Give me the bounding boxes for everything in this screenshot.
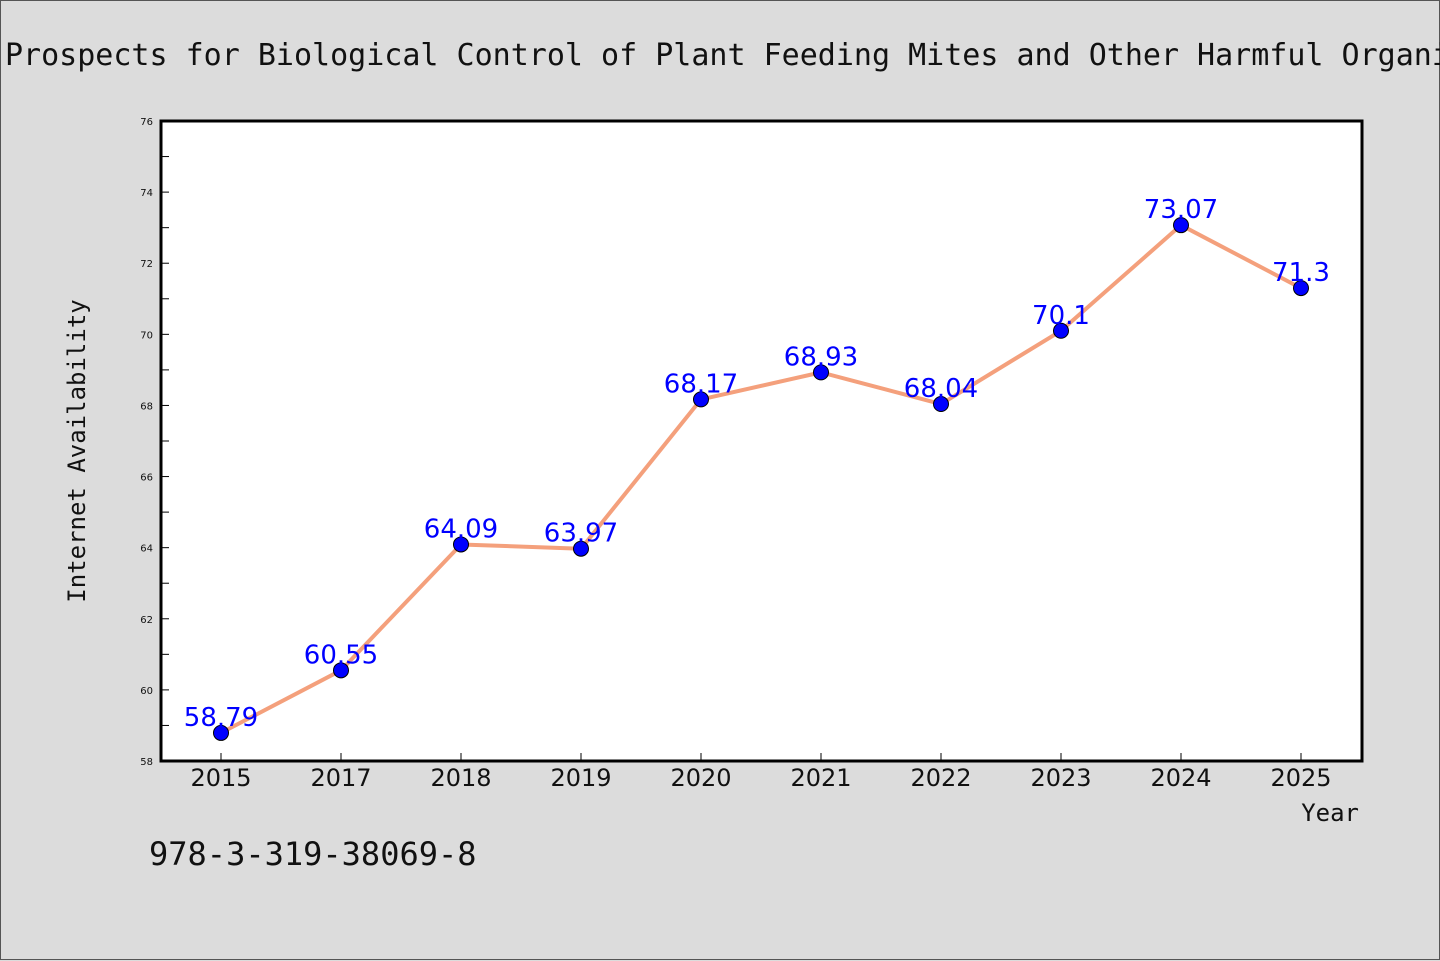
series-line-group: 58.79 60.55 64.09 63.97 68.17 68.93 68.04 70.1 7… (184, 195, 1330, 741)
data-point (573, 540, 589, 557)
data-label: 70.1 (1032, 301, 1090, 331)
data-label: 64.09 (424, 514, 498, 544)
y-tick-label: 70 (140, 330, 153, 341)
y-tick-label: 66 (140, 473, 153, 484)
data-point (333, 662, 349, 679)
data-label: 68.17 (664, 369, 738, 399)
x-tick-label: 2015 (190, 764, 251, 792)
data-point (813, 364, 829, 381)
data-point (1053, 322, 1069, 339)
data-label: 63.97 (544, 519, 618, 549)
x-tick-label: 2018 (430, 764, 491, 792)
y-axis-label: Internet Availability (63, 299, 91, 602)
y-tick-label: 74 (140, 188, 153, 199)
data-point (213, 724, 229, 741)
y-tick-label: 62 (140, 615, 153, 626)
y-tick-label: 60 (140, 686, 153, 697)
x-axis-label: Year (1301, 799, 1359, 827)
plot-area (159, 119, 1364, 763)
data-point (453, 536, 469, 553)
data-point (1293, 280, 1309, 297)
x-axis: 2015 2017 2018 2019 2020 2021 2022 2023 2024 2025 (190, 753, 1332, 792)
x-tick-label: 2017 (310, 764, 371, 792)
y-tick-label: 58 (140, 757, 153, 768)
x-tick-label: 2019 (550, 764, 611, 792)
data-label: 60.55 (304, 640, 378, 670)
data-label: 71.3 (1272, 258, 1330, 288)
x-tick-label: 2023 (1030, 764, 1091, 792)
data-label: 68.04 (904, 374, 978, 404)
data-label: 73.07 (1144, 195, 1218, 225)
isbn-footnote: 978-3-319-38069-8 (149, 835, 477, 873)
x-tick-label: 2020 (670, 764, 731, 792)
x-tick-label: 2021 (790, 764, 851, 792)
x-tick-label: 2022 (910, 764, 971, 792)
x-tick-label: 2024 (1150, 764, 1211, 792)
x-tick-label: 2025 (1270, 764, 1331, 792)
y-tick-label: 72 (140, 259, 153, 270)
y-tick-label: 64 (140, 544, 153, 555)
data-label: 58.79 (184, 703, 258, 733)
y-axis: 58 60 62 64 66 68 70 72 74 76 (140, 117, 169, 768)
data-point (933, 396, 949, 413)
data-label: 68.93 (784, 342, 858, 372)
data-point (693, 391, 709, 408)
data-point (1173, 217, 1189, 234)
y-tick-label: 76 (140, 117, 153, 128)
chart-title: Prospects for Biological Control of Plan… (5, 38, 1440, 73)
y-tick-label: 68 (140, 401, 153, 412)
series-line (220, 223, 1302, 735)
